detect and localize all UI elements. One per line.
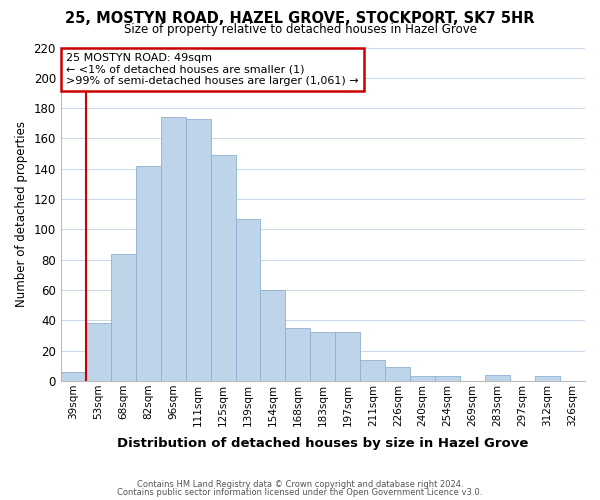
- Bar: [185, 118, 211, 381]
- Bar: [535, 376, 560, 381]
- Bar: [260, 290, 286, 381]
- Y-axis label: Number of detached properties: Number of detached properties: [15, 121, 28, 307]
- Bar: [86, 324, 111, 381]
- Bar: [161, 117, 185, 381]
- Text: 25, MOSTYN ROAD, HAZEL GROVE, STOCKPORT, SK7 5HR: 25, MOSTYN ROAD, HAZEL GROVE, STOCKPORT,…: [65, 11, 535, 26]
- Text: Size of property relative to detached houses in Hazel Grove: Size of property relative to detached ho…: [124, 22, 476, 36]
- Bar: [286, 328, 310, 381]
- Bar: [111, 254, 136, 381]
- Bar: [335, 332, 361, 381]
- Bar: [410, 376, 435, 381]
- Bar: [435, 376, 460, 381]
- Bar: [211, 155, 236, 381]
- Bar: [385, 368, 410, 381]
- Text: Contains HM Land Registry data © Crown copyright and database right 2024.: Contains HM Land Registry data © Crown c…: [137, 480, 463, 489]
- Bar: [485, 375, 510, 381]
- X-axis label: Distribution of detached houses by size in Hazel Grove: Distribution of detached houses by size …: [117, 437, 529, 450]
- Bar: [361, 360, 385, 381]
- Bar: [136, 166, 161, 381]
- Bar: [236, 219, 260, 381]
- Bar: [310, 332, 335, 381]
- Bar: [61, 372, 86, 381]
- Text: Contains public sector information licensed under the Open Government Licence v3: Contains public sector information licen…: [118, 488, 482, 497]
- Text: 25 MOSTYN ROAD: 49sqm
← <1% of detached houses are smaller (1)
>99% of semi-deta: 25 MOSTYN ROAD: 49sqm ← <1% of detached …: [66, 52, 359, 86]
